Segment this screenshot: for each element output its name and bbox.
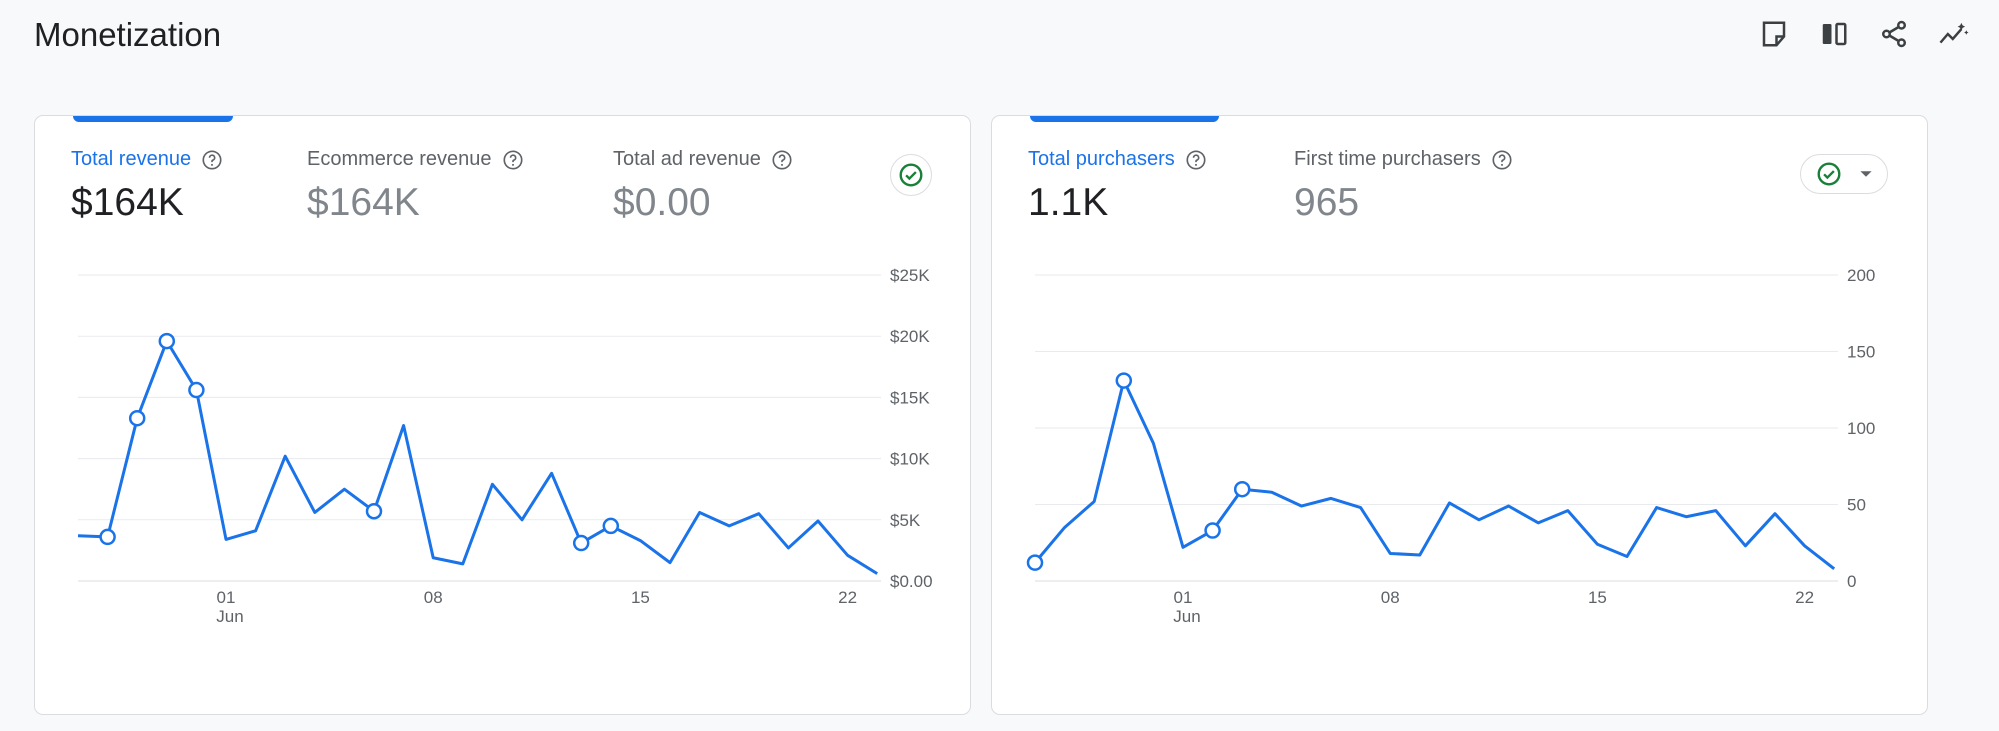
metric-label: Total revenue — [71, 148, 192, 170]
metric-total-revenue[interactable]: Total revenue $164K — [71, 148, 223, 225]
data-point[interactable] — [158, 332, 176, 350]
metric-value: 1.1K — [1028, 181, 1109, 224]
page-title: Monetization — [34, 16, 222, 53]
x-tick-label: 22 — [1795, 588, 1814, 607]
data-point[interactable] — [1233, 480, 1251, 498]
x-tick-label: 08 — [1381, 588, 1400, 607]
status-dropdown-button[interactable] — [1800, 154, 1888, 194]
data-point[interactable] — [128, 409, 146, 427]
note-icon[interactable] — [1754, 14, 1794, 54]
metric-total-purchasers[interactable]: Total purchasers 1.1K — [1028, 148, 1207, 225]
help-icon[interactable] — [502, 149, 524, 171]
insights-icon[interactable] — [1934, 14, 1974, 54]
metric-label: Ecommerce revenue — [307, 148, 492, 170]
x-tick-label: 08 — [424, 588, 443, 607]
metric-label: First time purchasers — [1294, 148, 1481, 170]
help-icon[interactable] — [1185, 149, 1207, 171]
help-icon[interactable] — [771, 149, 793, 171]
x-tick-label: 22 — [838, 588, 857, 607]
y-tick-label: $5K — [890, 511, 921, 530]
check-circle-icon — [1817, 162, 1840, 186]
help-icon[interactable] — [1491, 149, 1513, 171]
x-tick-label: 15 — [1588, 588, 1607, 607]
active-tab-indicator — [1030, 116, 1219, 122]
y-tick-label: $25K — [890, 266, 930, 285]
metric-value: 965 — [1294, 181, 1360, 224]
metric-value: $164K — [71, 181, 184, 224]
y-tick-label: $10K — [890, 450, 930, 469]
x-tick-label: 01 — [1174, 588, 1193, 607]
data-point[interactable] — [572, 534, 590, 552]
data-point[interactable] — [1026, 554, 1044, 571]
x-tick-month-label: Jun — [1173, 607, 1200, 626]
x-tick-label: 15 — [631, 588, 650, 607]
metric-ecommerce-revenue[interactable]: Ecommerce revenue $164K — [307, 148, 524, 225]
y-tick-label: 50 — [1847, 496, 1866, 515]
metric-label: Total purchasers — [1028, 148, 1175, 170]
metric-first-time-purchasers[interactable]: First time purchasers 965 — [1294, 148, 1513, 225]
data-point[interactable] — [365, 502, 383, 520]
purchasers-card: Total purchasers 1.1K First time purchas… — [991, 115, 1928, 715]
series-line — [1033, 379, 1836, 570]
y-tick-label: $20K — [890, 327, 930, 346]
revenue-card: Total revenue $164K Ecommerce revenue $1… — [34, 115, 971, 715]
caret-down-icon — [1859, 171, 1872, 177]
y-tick-label: 200 — [1847, 266, 1875, 285]
y-tick-label: 150 — [1847, 343, 1875, 362]
x-tick-label: 01 — [217, 588, 236, 607]
y-tick-label: 100 — [1847, 419, 1875, 438]
metric-label: Total ad revenue — [613, 148, 761, 170]
compare-icon[interactable] — [1814, 14, 1854, 54]
share-icon[interactable] — [1874, 14, 1914, 54]
series-line — [77, 339, 878, 575]
metric-value: $164K — [307, 181, 420, 224]
data-point[interactable] — [1115, 372, 1133, 389]
metric-total-ad-revenue[interactable]: Total ad revenue $0.00 — [613, 148, 793, 225]
y-tick-label: $0.00 — [890, 572, 933, 591]
y-tick-label: $15K — [890, 388, 930, 407]
data-point[interactable] — [188, 381, 205, 399]
data-point[interactable] — [99, 528, 116, 546]
active-tab-indicator — [73, 116, 233, 122]
data-point[interactable] — [602, 517, 620, 535]
y-tick-label: 0 — [1847, 572, 1856, 591]
check-circle-icon — [899, 163, 923, 187]
x-tick-month-label: Jun — [216, 607, 243, 626]
help-icon[interactable] — [201, 149, 223, 171]
data-point[interactable] — [1204, 522, 1221, 539]
metric-value: $0.00 — [613, 181, 711, 224]
status-button[interactable] — [890, 154, 932, 196]
